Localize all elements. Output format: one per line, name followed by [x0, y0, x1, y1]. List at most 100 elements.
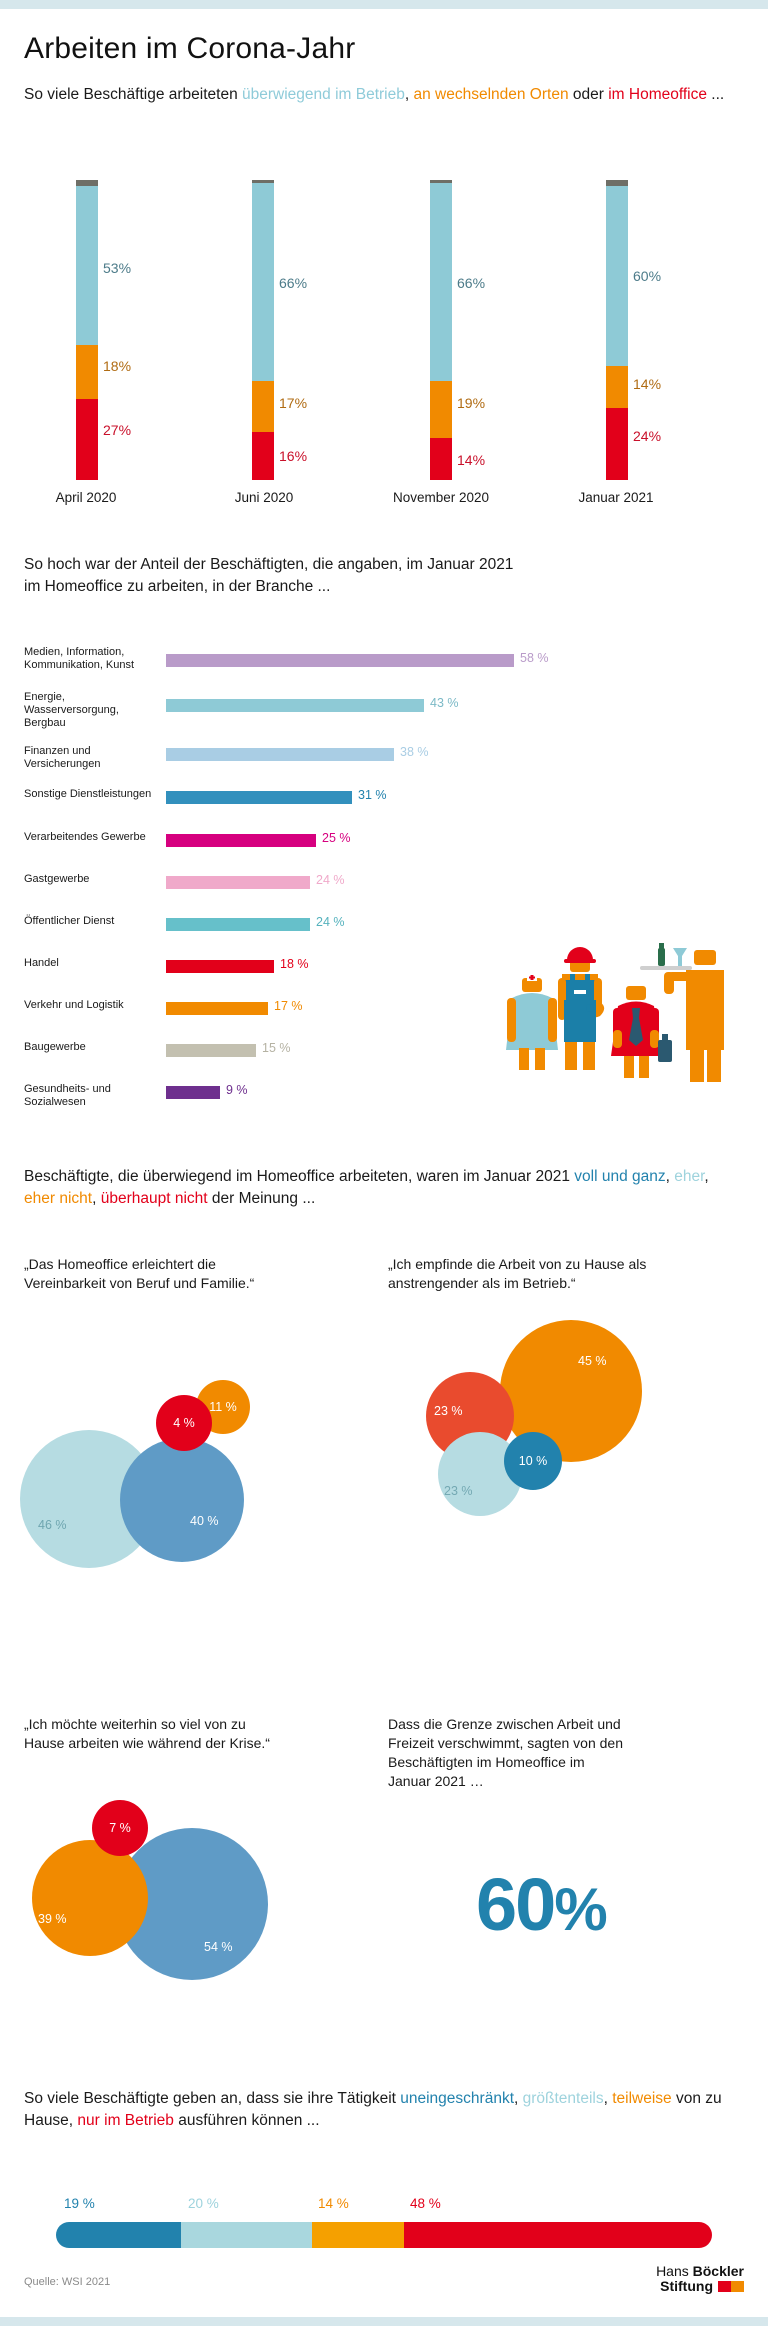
- lead-paragraph-4: So viele Beschäftigte geben an, dass sie…: [24, 2088, 736, 2132]
- lead1-part4: ...: [707, 86, 725, 103]
- hbar-value-2: 38 %: [400, 745, 429, 759]
- segment-other-1: [252, 180, 274, 183]
- column-label-homeoffice-3: 24%: [633, 428, 662, 444]
- hbar-fill-1: [166, 699, 424, 712]
- hbar-row-4: Verarbeitendes Gewerbe 25 %: [24, 830, 724, 852]
- finalbar-label-1: 20 %: [188, 2196, 219, 2211]
- lead1-highlight-betrieb: überwiegend im Betrieb: [242, 86, 405, 103]
- hbar-row-10: Gesundheits- und Sozialwesen 9 %: [24, 1082, 724, 1108]
- hbar-fill-2: [166, 748, 394, 761]
- lead3-part1: Beschäftigte, die überwiegend im Homeoff…: [24, 1168, 575, 1185]
- hbar-value-4: 25 %: [322, 831, 351, 845]
- column-label-homeoffice-1: 16%: [279, 448, 308, 464]
- bubble-chart-anstrengender: 45 % 23 % 23 % 10 %: [388, 1310, 748, 1610]
- hbar-label-8: Verkehr und Logistik: [24, 999, 124, 1011]
- hbar-label-4: Verarbeitendes Gewerbe: [24, 831, 146, 843]
- quote1-line1: „Das Homeoffice erleichtert die: [24, 1256, 216, 1272]
- quote-weiterhin: „Ich möchte weiterhin so viel von zu Hau…: [24, 1715, 364, 1753]
- segment-other-0: [76, 180, 98, 186]
- hbar-value-7: 18 %: [280, 957, 309, 971]
- hbar-fill-9: [166, 1044, 256, 1057]
- hbar-value-8: 17 %: [274, 999, 303, 1013]
- quote1-line2: Vereinbarkeit von Beruf und Familie.“: [24, 1275, 255, 1291]
- segment-wechselnd-1: [252, 381, 274, 432]
- final-stacked-bar: [56, 2222, 712, 2248]
- bubble-label-eher-46: 46 %: [38, 1518, 67, 1532]
- hbar-value-6: 24 %: [316, 915, 345, 929]
- hbar-row-7: Handel 18 %: [24, 956, 724, 978]
- logo-line-1: Hans Böckler: [656, 2264, 744, 2279]
- figure-construction-worker: [558, 947, 605, 1070]
- bubble-ehernicht-39: 39 %: [32, 1840, 148, 1956]
- segment-wechselnd-0: [76, 345, 98, 399]
- segment-other-2: [430, 180, 452, 183]
- finalbar-seg-nurimbetrieb: [403, 2222, 712, 2248]
- lead1-part3: oder: [568, 86, 609, 103]
- hbar-value-3: 31 %: [358, 788, 387, 802]
- hbar-row-6: Öffentlicher Dienst 24 %: [24, 914, 724, 936]
- lead3-part5: der Meinung ...: [207, 1190, 316, 1207]
- logo-hans: Hans: [656, 2263, 693, 2279]
- column-group-2: 66% 19% 14%: [430, 180, 610, 480]
- hbar-row-5: Gastgewerbe 24 %: [24, 872, 724, 894]
- lead-paragraph-1: So viele Beschäftige arbeiteten überwieg…: [24, 84, 736, 106]
- bigstat-line4: Januar 2021 …: [388, 1773, 484, 1789]
- hbar-value-10: 9 %: [226, 1083, 248, 1097]
- source-note: Quelle: WSI 2021: [24, 2276, 111, 2288]
- hbar-value-5: 24 %: [316, 873, 345, 887]
- hbar-row-8: Verkehr und Logistik 17 %: [24, 998, 724, 1020]
- top-accent-rule: [0, 0, 768, 9]
- page-title: Arbeiten im Corona-Jahr: [24, 32, 356, 65]
- bubble-label-ehernicht-11: 11 %: [209, 1400, 237, 1414]
- lead4-part5: ausführen können ...: [173, 2112, 320, 2129]
- column-label-betrieb-1: 66%: [279, 275, 308, 291]
- lead4-highlight-groesstenteils: größtenteils: [522, 2090, 604, 2107]
- bigstat-intro: Dass die Grenze zwischen Arbeit und Frei…: [388, 1715, 728, 1791]
- column-bar-1: [252, 180, 274, 480]
- column-label-wechselnd-1: 17%: [279, 395, 308, 411]
- column-label-wechselnd-0: 18%: [103, 358, 132, 374]
- lead2-line2: im Homeoffice zu arbeiten, in der Branch…: [24, 578, 331, 595]
- segment-betrieb-3: [606, 186, 628, 366]
- hbar-row-2: Finanzen und Versicherungen 38 %: [24, 744, 724, 770]
- lead-paragraph-3: Beschäftigte, die überwiegend im Homeoff…: [24, 1166, 736, 1210]
- lead-paragraph-2: So hoch war der Anteil der Beschäftigten…: [24, 554, 736, 598]
- logo-hans-boeckler-stiftung: Hans Böckler Stiftung: [656, 2264, 744, 2295]
- column-label-wechselnd-3: 14%: [633, 376, 662, 392]
- bigstat-line2: Freizeit verschwimmt, sagten von den: [388, 1735, 623, 1751]
- bubble-label-ueberhauptnicht-4: 4 %: [173, 1416, 195, 1430]
- hbar-fill-7: [166, 960, 274, 973]
- column-category-2: November 2020: [392, 490, 490, 505]
- column-label-homeoffice-2: 14%: [457, 452, 486, 468]
- bubble-ueberhauptnicht-7: 7 %: [92, 1800, 148, 1856]
- quote-vereinbarkeit: „Das Homeoffice erleichtert die Vereinba…: [24, 1255, 354, 1293]
- lead3-part4: ,: [92, 1190, 101, 1207]
- hbar-label-10: Gesundheits- und Sozialwesen: [24, 1083, 111, 1108]
- bubble-ueberhauptnicht-4: 4 %: [156, 1395, 212, 1451]
- hbar-fill-5: [166, 876, 310, 889]
- figure-nurse: [506, 974, 558, 1070]
- hbar-row-9: Baugewerbe 15 %: [24, 1040, 724, 1062]
- column-group-1: 66% 17% 16%: [252, 180, 432, 480]
- lead3-highlight-vollundganz: voll und ganz: [574, 1168, 666, 1185]
- hbar-value-1: 43 %: [430, 696, 459, 710]
- column-label-homeoffice-0: 27%: [103, 422, 132, 438]
- bigstat-value: 60%: [476, 1868, 608, 1942]
- quote3-line2: Hause arbeiten wie während der Krise.“: [24, 1735, 270, 1751]
- hbar-label-7: Handel: [24, 957, 59, 969]
- hbar-label-2: Finanzen und Versicherungen: [24, 745, 101, 770]
- column-label-betrieb-2: 66%: [457, 275, 486, 291]
- hbar-row-3: Sonstige Dienstleistungen 31 %: [24, 787, 724, 809]
- bigstat-number: 60: [476, 1863, 556, 1946]
- column-label-betrieb-0: 53%: [103, 260, 132, 276]
- hbar-label-9: Baugewerbe: [24, 1041, 86, 1053]
- bubble-vollundganz-40: 40 %: [120, 1438, 244, 1562]
- bubble-vollundganz-10: 10 %: [504, 1432, 562, 1490]
- logo-stiftung: Stiftung: [660, 2278, 713, 2294]
- column-label-wechselnd-2: 19%: [457, 395, 486, 411]
- hbar-label-5: Gastgewerbe: [24, 873, 90, 885]
- finalbar-seg-uneingeschraenkt: [56, 2222, 181, 2248]
- segment-homeoffice-1: [252, 432, 274, 480]
- lead4-part1: So viele Beschäftigte geben an, dass sie…: [24, 2090, 401, 2107]
